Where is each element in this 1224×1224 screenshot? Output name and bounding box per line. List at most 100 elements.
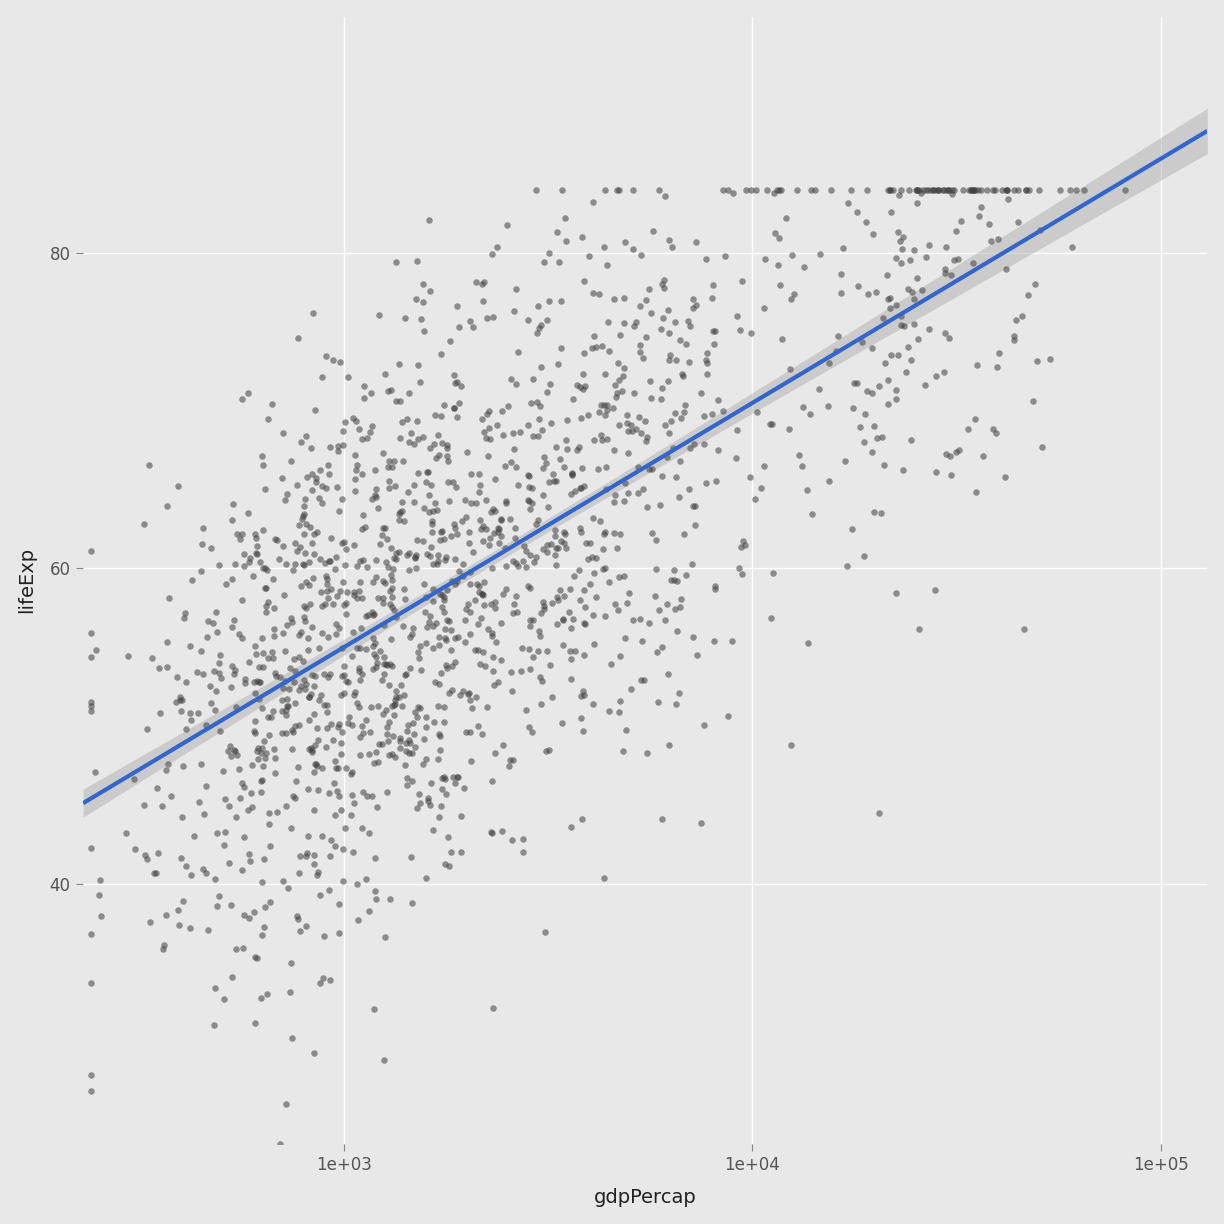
Point bbox=[667, 572, 687, 591]
Point bbox=[960, 180, 979, 200]
Point bbox=[316, 595, 335, 614]
Point bbox=[394, 579, 414, 599]
Point bbox=[245, 636, 264, 656]
Point bbox=[376, 519, 395, 539]
Point bbox=[255, 849, 274, 869]
Point bbox=[1066, 180, 1086, 200]
Point bbox=[209, 886, 229, 906]
Point bbox=[430, 585, 449, 605]
Point bbox=[848, 373, 868, 393]
Point bbox=[685, 497, 705, 517]
Point bbox=[308, 862, 328, 881]
Point bbox=[247, 536, 267, 556]
Point bbox=[677, 334, 696, 354]
Point bbox=[545, 526, 564, 546]
Point bbox=[1032, 437, 1051, 457]
Point bbox=[153, 796, 173, 815]
Point bbox=[618, 421, 638, 441]
Point bbox=[338, 367, 357, 387]
Point bbox=[597, 395, 617, 415]
Point bbox=[466, 272, 486, 291]
Point bbox=[405, 548, 425, 568]
Point bbox=[477, 698, 497, 717]
Point bbox=[945, 250, 965, 269]
Point bbox=[940, 180, 960, 200]
Point bbox=[420, 211, 439, 230]
Point bbox=[171, 848, 191, 868]
Point bbox=[285, 532, 305, 552]
Point bbox=[552, 714, 572, 733]
Point bbox=[894, 460, 913, 480]
Point bbox=[252, 925, 272, 945]
Point bbox=[674, 524, 694, 543]
Point bbox=[457, 442, 476, 461]
Point bbox=[880, 297, 900, 317]
Point bbox=[299, 687, 318, 706]
Point bbox=[365, 486, 384, 506]
Point bbox=[614, 628, 634, 647]
Point bbox=[82, 696, 102, 716]
Point bbox=[280, 952, 300, 972]
Point bbox=[425, 712, 444, 732]
Point bbox=[946, 220, 966, 240]
Point bbox=[356, 710, 376, 730]
Point bbox=[623, 239, 643, 258]
Point bbox=[345, 469, 365, 488]
Point bbox=[253, 917, 273, 936]
Point bbox=[379, 676, 399, 695]
Point bbox=[393, 452, 412, 471]
Point bbox=[421, 537, 441, 557]
Point bbox=[245, 711, 264, 731]
Point bbox=[640, 459, 660, 479]
Point bbox=[859, 284, 879, 304]
Point bbox=[540, 655, 559, 674]
Point bbox=[125, 840, 144, 859]
Point bbox=[337, 583, 356, 602]
Point bbox=[360, 422, 379, 442]
Point bbox=[487, 415, 507, 435]
Point bbox=[787, 180, 807, 200]
Point bbox=[317, 574, 337, 594]
Point bbox=[641, 388, 661, 408]
Point bbox=[523, 722, 542, 742]
Point bbox=[220, 677, 240, 696]
Point bbox=[864, 416, 884, 436]
Point bbox=[301, 594, 321, 613]
Point bbox=[436, 854, 455, 874]
Point bbox=[448, 767, 468, 787]
Point bbox=[892, 240, 912, 259]
Point bbox=[180, 635, 200, 655]
Point bbox=[282, 739, 301, 759]
Point bbox=[455, 490, 475, 509]
Point bbox=[963, 180, 983, 200]
Point bbox=[624, 317, 644, 337]
Point bbox=[487, 237, 507, 257]
Point bbox=[482, 623, 502, 643]
Point bbox=[82, 974, 102, 994]
Point bbox=[272, 723, 291, 743]
Point bbox=[401, 847, 421, 867]
Point bbox=[246, 543, 266, 563]
Point bbox=[256, 602, 275, 622]
Point bbox=[671, 597, 690, 617]
Point bbox=[470, 510, 490, 530]
Point bbox=[499, 756, 519, 776]
Point bbox=[638, 743, 657, 763]
Point bbox=[651, 494, 671, 514]
Point bbox=[228, 525, 247, 545]
Point bbox=[776, 208, 796, 228]
Point bbox=[485, 592, 504, 612]
Point bbox=[326, 805, 345, 825]
Point bbox=[372, 734, 392, 754]
Point bbox=[390, 392, 410, 411]
Point bbox=[377, 552, 397, 572]
Point bbox=[611, 646, 630, 666]
Point bbox=[148, 843, 168, 863]
Point bbox=[421, 476, 441, 496]
Point bbox=[394, 684, 414, 704]
Point bbox=[192, 665, 212, 684]
Point bbox=[253, 558, 273, 578]
Point bbox=[288, 758, 307, 777]
Point bbox=[529, 426, 548, 446]
Point bbox=[225, 741, 245, 760]
